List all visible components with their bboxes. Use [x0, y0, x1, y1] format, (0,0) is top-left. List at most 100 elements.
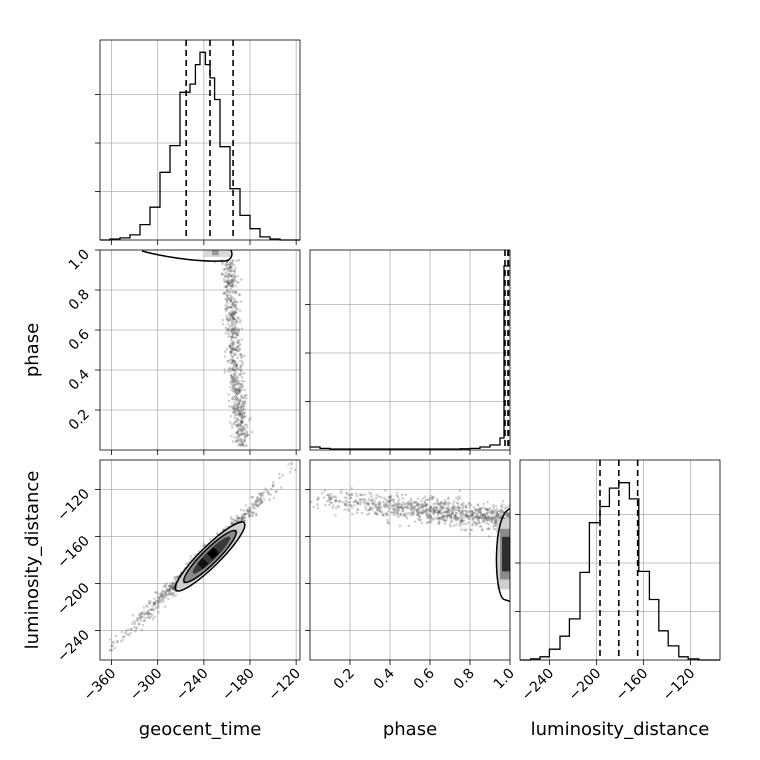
scatter-point [334, 496, 338, 499]
scatter-point [238, 293, 241, 297]
scatter-point [229, 294, 233, 297]
scatter-point [242, 432, 245, 436]
scatter-point [397, 505, 400, 509]
scatter-point [454, 515, 457, 518]
scatter-point [236, 406, 239, 410]
scatter-point [239, 278, 243, 281]
scatter-point [229, 351, 233, 355]
scatter-point [316, 498, 319, 502]
scatter-point [382, 504, 385, 508]
scatter-point [231, 324, 234, 328]
scatter-point [235, 389, 239, 392]
scatter-point [237, 412, 240, 416]
scatter-point [202, 543, 205, 546]
scatter-point [242, 397, 246, 400]
scatter-point [494, 517, 498, 521]
scatter-point [481, 506, 484, 509]
scatter-point [465, 522, 468, 526]
scatter-point [230, 284, 234, 288]
scatter-point [226, 369, 230, 373]
scatter-point [471, 518, 475, 521]
scatter-point [230, 336, 234, 340]
scatter-point [413, 520, 417, 523]
data-layer [100, 40, 720, 661]
scatter-point [111, 644, 114, 648]
scatter-point [236, 397, 239, 400]
scatter-point [240, 443, 244, 447]
scatter-point [384, 489, 387, 492]
scatter-point [441, 506, 445, 510]
scatter-point [225, 317, 228, 321]
scatter-point [418, 515, 422, 518]
scatter-point [490, 510, 494, 514]
scatter-point [233, 384, 236, 388]
xlabel-luminosity-distance: luminosity_distance [531, 719, 710, 740]
scatter-point [245, 508, 249, 511]
scatter-point [164, 593, 168, 596]
scatter-point [373, 511, 377, 514]
scatter-point [151, 607, 155, 611]
scatter-point [367, 498, 371, 501]
scatter-point [227, 267, 231, 271]
scatter-point [348, 493, 352, 497]
scatter-point [233, 398, 237, 401]
scatter-point [454, 523, 458, 526]
scatter-point [487, 518, 491, 522]
scatter-point [168, 591, 171, 595]
scatter-point [231, 397, 234, 400]
scatter-point [233, 328, 236, 332]
scatter-point [349, 496, 352, 500]
scatter-point [170, 586, 174, 589]
scatter-point [384, 502, 388, 505]
scatter-point [241, 385, 245, 388]
scatter-point [378, 509, 382, 513]
panel-frame [519, 459, 721, 661]
scatter-point [449, 520, 453, 523]
scatter-point [231, 368, 235, 371]
scatter-point [435, 517, 439, 520]
scatter-point [142, 615, 145, 618]
scatter-point [459, 519, 463, 522]
scatter-point [476, 508, 480, 512]
scatter-point [135, 627, 138, 630]
scatter-point [476, 508, 480, 512]
scatter-point [233, 305, 237, 308]
scatter-point [232, 346, 235, 350]
scatter-point [165, 587, 168, 590]
scatter-point [238, 348, 241, 351]
scatter-point [230, 336, 234, 339]
scatter-point [234, 390, 237, 394]
scatter-point [129, 628, 132, 631]
scatter-point [375, 493, 378, 497]
scatter-point [470, 509, 473, 513]
scatter-point [468, 505, 472, 508]
scatter-point [238, 387, 242, 391]
scatter-point [171, 581, 175, 585]
scatter-point [381, 513, 385, 517]
scatter-point [228, 290, 231, 294]
scatter-point [418, 518, 422, 521]
scatter-point [227, 263, 231, 267]
scatter-point [239, 356, 243, 359]
scatter-point [431, 511, 435, 515]
scatter-point [387, 506, 391, 509]
x-tick-label: −120 [660, 666, 699, 705]
scatter-point [229, 342, 233, 345]
scatter-point [241, 413, 244, 417]
scatter-point [235, 379, 239, 382]
scatter-point [254, 499, 258, 503]
scatter-point [167, 588, 170, 591]
scatter-point [236, 432, 239, 436]
scatter-point [233, 408, 236, 412]
scatter-point [230, 262, 234, 266]
scatter-point [229, 330, 233, 334]
scatter-point [226, 275, 230, 279]
scatter-point [388, 499, 392, 502]
scatter-point [426, 520, 430, 524]
scatter-point [438, 510, 442, 514]
scatter-point [377, 500, 381, 504]
scatter-point [366, 508, 370, 512]
scatter-point [232, 518, 235, 521]
scatter-point [133, 625, 136, 629]
scatter-point [121, 635, 125, 639]
